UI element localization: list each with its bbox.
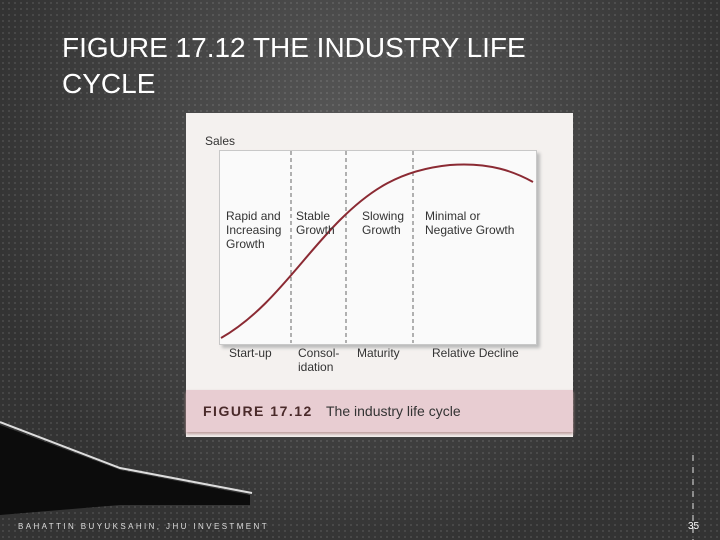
caption-label: FIGURE 17.12 bbox=[203, 403, 313, 419]
life-cycle-curve bbox=[220, 163, 534, 339]
caption-band: FIGURE 17.12 The industry life cycle bbox=[186, 390, 573, 432]
stage-growth: Minimal or Negative Growth bbox=[425, 209, 515, 237]
stage-growth: Rapid and Increasing Growth bbox=[226, 209, 282, 251]
plot-area bbox=[219, 150, 537, 345]
stage-phase: Relative Decline bbox=[432, 346, 519, 360]
curve-layer bbox=[220, 151, 534, 343]
slide-title: FIGURE 17.12 THE INDUSTRY LIFE CYCLE bbox=[62, 32, 526, 99]
stage-phase: Start-up bbox=[229, 346, 272, 360]
footer: BAHATTIN BUYUKSAHIN, JHU INVESTMENT bbox=[18, 522, 269, 531]
caption-text: The industry life cycle bbox=[326, 403, 461, 419]
stage-growth: Stable Growth bbox=[296, 209, 335, 237]
y-axis-label: Sales bbox=[205, 134, 236, 148]
page-number: 35 bbox=[688, 521, 700, 532]
stage-phase: Consol- idation bbox=[298, 346, 340, 374]
stage-phase: Maturity bbox=[357, 346, 400, 360]
stage-growth: Slowing Growth bbox=[362, 209, 405, 237]
figure: Sales FIGURE 17.12 The industry life cyc… bbox=[186, 113, 573, 437]
